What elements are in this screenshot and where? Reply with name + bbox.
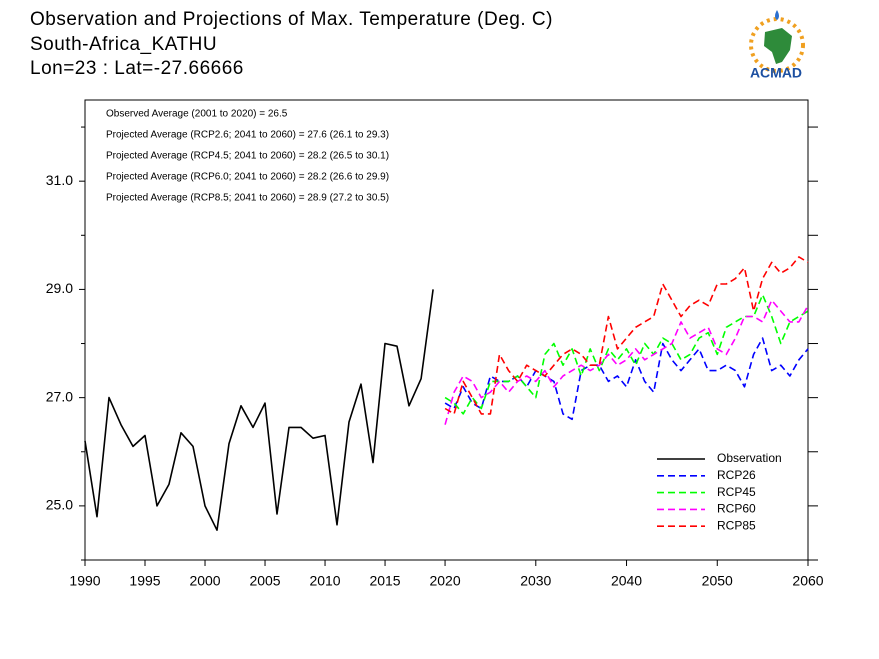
series-line	[444, 256, 809, 415]
series-line	[444, 299, 809, 425]
series-line	[84, 289, 434, 531]
x-tick-label: 2010	[309, 573, 340, 589]
annotation: Projected Average (RCP2.6; 2041 to 2060)…	[106, 130, 389, 141]
x-tick-label: 2040	[611, 573, 642, 589]
chart-subtitle: South-Africa_KATHU	[30, 34, 217, 55]
x-tick-label: 2005	[249, 573, 280, 589]
annotation: Observed Average (2001 to 2020) = 26.5	[106, 109, 288, 120]
y-tick-label: 31.0	[46, 172, 73, 188]
x-tick-label: 2050	[702, 573, 733, 589]
y-tick-label: 25.0	[46, 497, 73, 513]
logo-drop	[775, 10, 779, 20]
annotation: Projected Average (RCP8.5; 2041 to 2060)…	[106, 193, 389, 204]
legend-label: Observation	[717, 451, 782, 465]
x-tick-label: 2030	[520, 573, 551, 589]
annotation: Projected Average (RCP6.0; 2041 to 2060)…	[106, 172, 389, 183]
logo: ACMAD	[749, 10, 805, 81]
chart-subtitle: Lon=23 : Lat=-27.66666	[30, 58, 244, 79]
logo-text: ACMAD	[750, 65, 802, 81]
y-tick-label: 29.0	[46, 280, 73, 296]
legend-label: RCP45	[717, 485, 756, 499]
plot-frame	[84, 99, 809, 561]
legend-label: RCP60	[717, 502, 756, 516]
x-tick-label: 2015	[369, 573, 400, 589]
chart-title: Observation and Projections of Max. Temp…	[30, 9, 553, 30]
annotation: Projected Average (RCP4.5; 2041 to 2060)…	[106, 151, 389, 162]
legend-label: RCP26	[717, 468, 756, 482]
x-tick-label: 2060	[792, 573, 823, 589]
logo-africa	[764, 28, 792, 64]
y-tick-label: 27.0	[46, 388, 73, 404]
x-tick-label: 1995	[129, 573, 160, 589]
x-tick-label: 2000	[189, 573, 220, 589]
legend-label: RCP85	[717, 518, 756, 532]
x-tick-label: 1990	[69, 573, 100, 589]
x-tick-label: 2020	[429, 573, 460, 589]
